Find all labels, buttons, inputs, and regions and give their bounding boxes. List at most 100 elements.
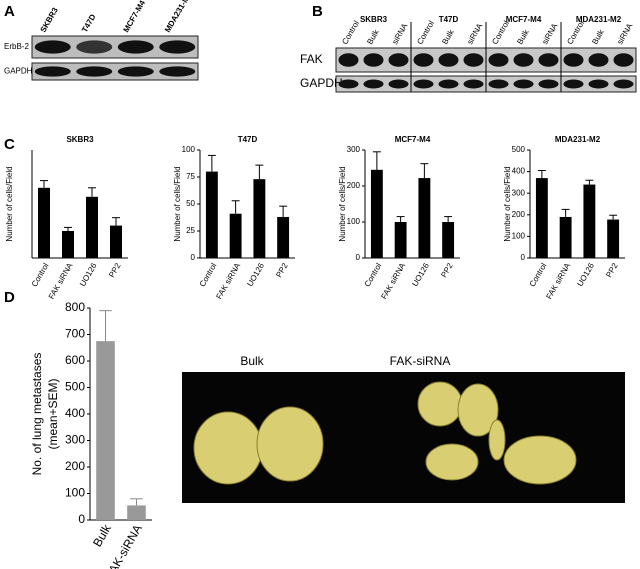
- blot-column-label: SKBR3: [39, 6, 61, 34]
- bar: [205, 171, 218, 258]
- band: [363, 79, 384, 89]
- blot-row-label: GAPDH: [300, 76, 343, 90]
- x-tick-label: FAK siRNA: [379, 261, 407, 301]
- y-tick-label: 100: [512, 232, 526, 241]
- photo-label: Bulk: [240, 354, 264, 368]
- blot-column-label: MDA231-M2: [163, 0, 194, 34]
- band: [563, 53, 584, 67]
- blot-lane-label: Bulk: [590, 27, 606, 46]
- y-tick-label: 500: [65, 380, 85, 394]
- blot-lane-label: Control: [490, 19, 511, 46]
- bar: [96, 341, 115, 520]
- x-tick-label: PP2: [107, 261, 123, 279]
- chart-title: T47D: [238, 135, 258, 144]
- x-tick-label: FAK siRNA: [544, 261, 572, 301]
- x-tick-label: Control: [198, 261, 219, 288]
- y-tick-label: 300: [512, 188, 526, 197]
- lungs: [193, 381, 577, 485]
- band: [438, 53, 459, 67]
- y-tick-label: 0: [78, 512, 85, 526]
- blot-lane-label: Control: [340, 19, 361, 46]
- band: [117, 66, 154, 77]
- band: [117, 40, 154, 54]
- band: [513, 79, 534, 89]
- y-tick-label: 700: [65, 327, 85, 341]
- bar: [86, 196, 98, 258]
- blot-lane-label: siRNA: [615, 21, 634, 46]
- band: [76, 40, 113, 54]
- x-tick-label: Control: [30, 261, 51, 288]
- band: [563, 79, 584, 89]
- y-tick-label: 50: [186, 199, 195, 208]
- band: [463, 79, 484, 89]
- y-axis-label: Number of cells/Field: [173, 166, 182, 241]
- x-tick-label: PP2: [604, 261, 620, 279]
- x-tick-label: UO126: [245, 261, 266, 288]
- band: [388, 53, 409, 67]
- x-tick-label: UO126: [78, 261, 99, 288]
- x-tick-label: FAK siRNA: [47, 261, 75, 301]
- blot-lane-label: Bulk: [440, 27, 456, 46]
- y-tick-label: 300: [65, 433, 85, 447]
- bar: [127, 505, 146, 520]
- band: [388, 79, 409, 89]
- y-tick-label: 200: [65, 459, 85, 473]
- blot-group-label: SKBR3: [360, 15, 388, 24]
- blot-row-label: ErbB-2: [4, 42, 29, 51]
- blot-lane-label: Bulk: [515, 27, 531, 46]
- y-tick-label: 0: [521, 253, 526, 262]
- blot-lane-label: Control: [415, 19, 436, 46]
- band: [513, 53, 534, 67]
- band: [413, 79, 434, 89]
- x-tick-label: UO126: [575, 261, 596, 288]
- band: [438, 79, 459, 89]
- bar: [370, 169, 383, 258]
- photo-label: FAK-siRNA: [390, 354, 451, 368]
- band: [338, 79, 359, 89]
- chart-title: MDA231-M2: [555, 135, 601, 144]
- x-tick-label: FAK siRNA: [214, 261, 242, 301]
- y-axis-label: Number of cells/Field: [338, 166, 347, 241]
- x-tick-label: Control: [363, 261, 384, 288]
- chart-title: SKBR3: [66, 135, 94, 144]
- bar: [442, 222, 455, 258]
- bar: [277, 216, 290, 258]
- bar: [418, 178, 431, 258]
- y-tick-label: 500: [512, 145, 526, 154]
- band: [413, 53, 434, 67]
- bar: [62, 231, 74, 258]
- band: [588, 79, 609, 89]
- band: [363, 53, 384, 67]
- band: [34, 40, 71, 54]
- band: [588, 53, 609, 67]
- band: [76, 66, 113, 77]
- blot-lane-label: Control: [565, 19, 586, 46]
- panel-label: B: [312, 3, 323, 20]
- bar: [38, 187, 50, 258]
- blot-row-label: GAPDH: [4, 67, 33, 76]
- y-tick-label: 25: [186, 226, 195, 235]
- band: [613, 53, 634, 67]
- band: [538, 53, 559, 67]
- y-tick-label: 100: [65, 486, 85, 500]
- band: [613, 79, 634, 89]
- chart-title: MCF7-M4: [395, 135, 431, 144]
- bar: [607, 219, 620, 258]
- y-axis-label: (mean+SEM): [46, 378, 60, 449]
- bar: [559, 216, 572, 258]
- y-tick-label: 600: [65, 353, 85, 367]
- band: [463, 53, 484, 67]
- blot-group-label: MCF7-M4: [506, 15, 542, 24]
- y-tick-label: 300: [347, 145, 361, 154]
- blot-group-label: T47D: [439, 15, 459, 24]
- y-tick-label: 0: [356, 253, 361, 262]
- blot-lane-label: siRNA: [390, 21, 409, 46]
- band: [159, 40, 196, 54]
- band: [338, 53, 359, 67]
- blot-strip: [31, 35, 199, 59]
- y-tick-label: 200: [347, 181, 361, 190]
- bar: [110, 225, 122, 258]
- y-tick-label: 400: [65, 406, 85, 420]
- blot-row-label: FAK: [300, 52, 323, 66]
